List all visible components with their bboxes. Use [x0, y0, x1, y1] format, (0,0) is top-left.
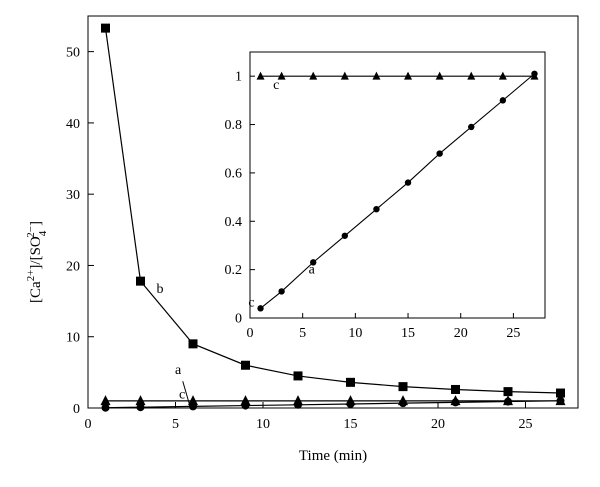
main-point-c: [345, 395, 356, 406]
main-y-axis-title-sup1: 2+: [25, 270, 37, 282]
main-point-b: [346, 377, 355, 387]
inset-point-a: [278, 288, 285, 295]
inset-point-a: [373, 205, 380, 213]
inset-point-a: [436, 150, 443, 157]
inset-point-label-c-start: c: [248, 295, 254, 310]
inset-point-a: [257, 305, 264, 312]
main-series-leader-a: [182, 381, 191, 407]
main-y-tick-label: 30: [66, 188, 80, 203]
inset-point-c: [372, 71, 381, 80]
inset-point-c: [530, 71, 539, 80]
inset-y-tick-label: 1: [235, 70, 242, 85]
inset-point-a: [310, 259, 317, 266]
main-y-tick-label: 10: [66, 331, 80, 346]
inset-x-tick-label: 15: [401, 326, 415, 341]
main-point-b: [398, 382, 408, 392]
inset-x-tick-label: 5: [299, 326, 306, 341]
main-point-b: [101, 23, 110, 33]
main-plot-frame: [87, 15, 579, 409]
main-x-tick-label: 15: [344, 417, 358, 432]
inset-point-c: [340, 71, 349, 80]
main-y-axis-title-end: ]: [28, 221, 44, 226]
main-y-tick-label: 40: [66, 117, 80, 132]
inset-point-c: [498, 71, 507, 80]
main-x-tick-label: 5: [172, 417, 179, 432]
inset-x-tick-label: 20: [454, 326, 468, 341]
inset-point-a: [468, 123, 475, 131]
inset-x-tick-label: 0: [247, 326, 254, 341]
main-point-b: [503, 387, 513, 397]
main-point-c: [100, 395, 111, 406]
main-y-axis-title-base: [Ca: [28, 281, 44, 303]
inset-point-c: [404, 71, 413, 80]
inset-point-c: [435, 71, 444, 80]
main-series-line-a: [105, 400, 561, 409]
main-y-axis-title-sup2: 2−: [25, 226, 37, 238]
main-point-c: [240, 395, 251, 406]
inset-point-a: [499, 97, 507, 104]
main-point-c: [398, 395, 408, 406]
inset-point-c: [256, 71, 265, 80]
main-x-axis-title: Time (min): [299, 448, 367, 464]
main-x-tick-label: 10: [256, 417, 270, 432]
main-point-c: [555, 395, 566, 406]
main-point-c: [135, 395, 146, 406]
inset-series-label-c: c: [273, 78, 279, 93]
inset-y-tick-label: 0.4: [225, 215, 243, 230]
main-point-b: [136, 276, 145, 286]
inset-chart: 0 5 10 15 20 25 0 0.2 0.4 0.6 0.8 1 c a c: [225, 51, 546, 341]
inset-series-line-a: [260, 73, 535, 309]
inset-series-label-a: a: [309, 263, 316, 278]
main-x-tick-label: 20: [431, 417, 445, 432]
main-point-b: [451, 384, 460, 394]
main-point-a: [101, 403, 110, 412]
inset-y-tick-label: 0: [235, 312, 242, 327]
main-y-tick-label: 0: [73, 402, 80, 417]
inset-y-tick-label: 0.2: [225, 263, 243, 278]
main-y-tick-label: 20: [66, 259, 80, 274]
inset-point-c: [309, 71, 318, 80]
main-point-c: [503, 395, 513, 406]
main-point-b: [241, 360, 250, 370]
main-series-line-b: [104, 28, 561, 394]
main-point-c: [188, 395, 198, 406]
inset-x-tick-label: 25: [506, 326, 520, 341]
main-point-b: [293, 371, 303, 381]
main-y-tick-label: 50: [66, 46, 80, 61]
main-y-axis-title: [Ca2+]/[SO42−]: [25, 221, 49, 303]
inset-x-tick-label: 10: [348, 326, 362, 341]
main-y-axis-title-mid: ]/[SO: [28, 236, 44, 270]
main-series-label-c: c: [179, 388, 185, 403]
inset-point-c: [277, 71, 286, 80]
main-point-b: [556, 388, 565, 398]
main-point-a: [136, 403, 145, 412]
main-point-c: [450, 395, 461, 406]
inset-point-a: [341, 232, 349, 239]
main-y-axis-title-sub: 4: [37, 230, 49, 236]
inset-point-a: [404, 179, 412, 186]
main-series-label-b: b: [157, 282, 164, 297]
inset-point-c: [467, 71, 476, 80]
main-x-tick-label: 0: [85, 417, 92, 432]
main-series-label-a: a: [175, 363, 182, 378]
inset-plot-frame: [249, 51, 546, 319]
inset-y-tick-label: 0.6: [225, 166, 243, 181]
inset-y-tick-label: 0.8: [225, 118, 243, 133]
main-x-tick-label: 25: [519, 417, 533, 432]
main-point-b: [188, 339, 198, 349]
main-point-c: [293, 395, 303, 406]
